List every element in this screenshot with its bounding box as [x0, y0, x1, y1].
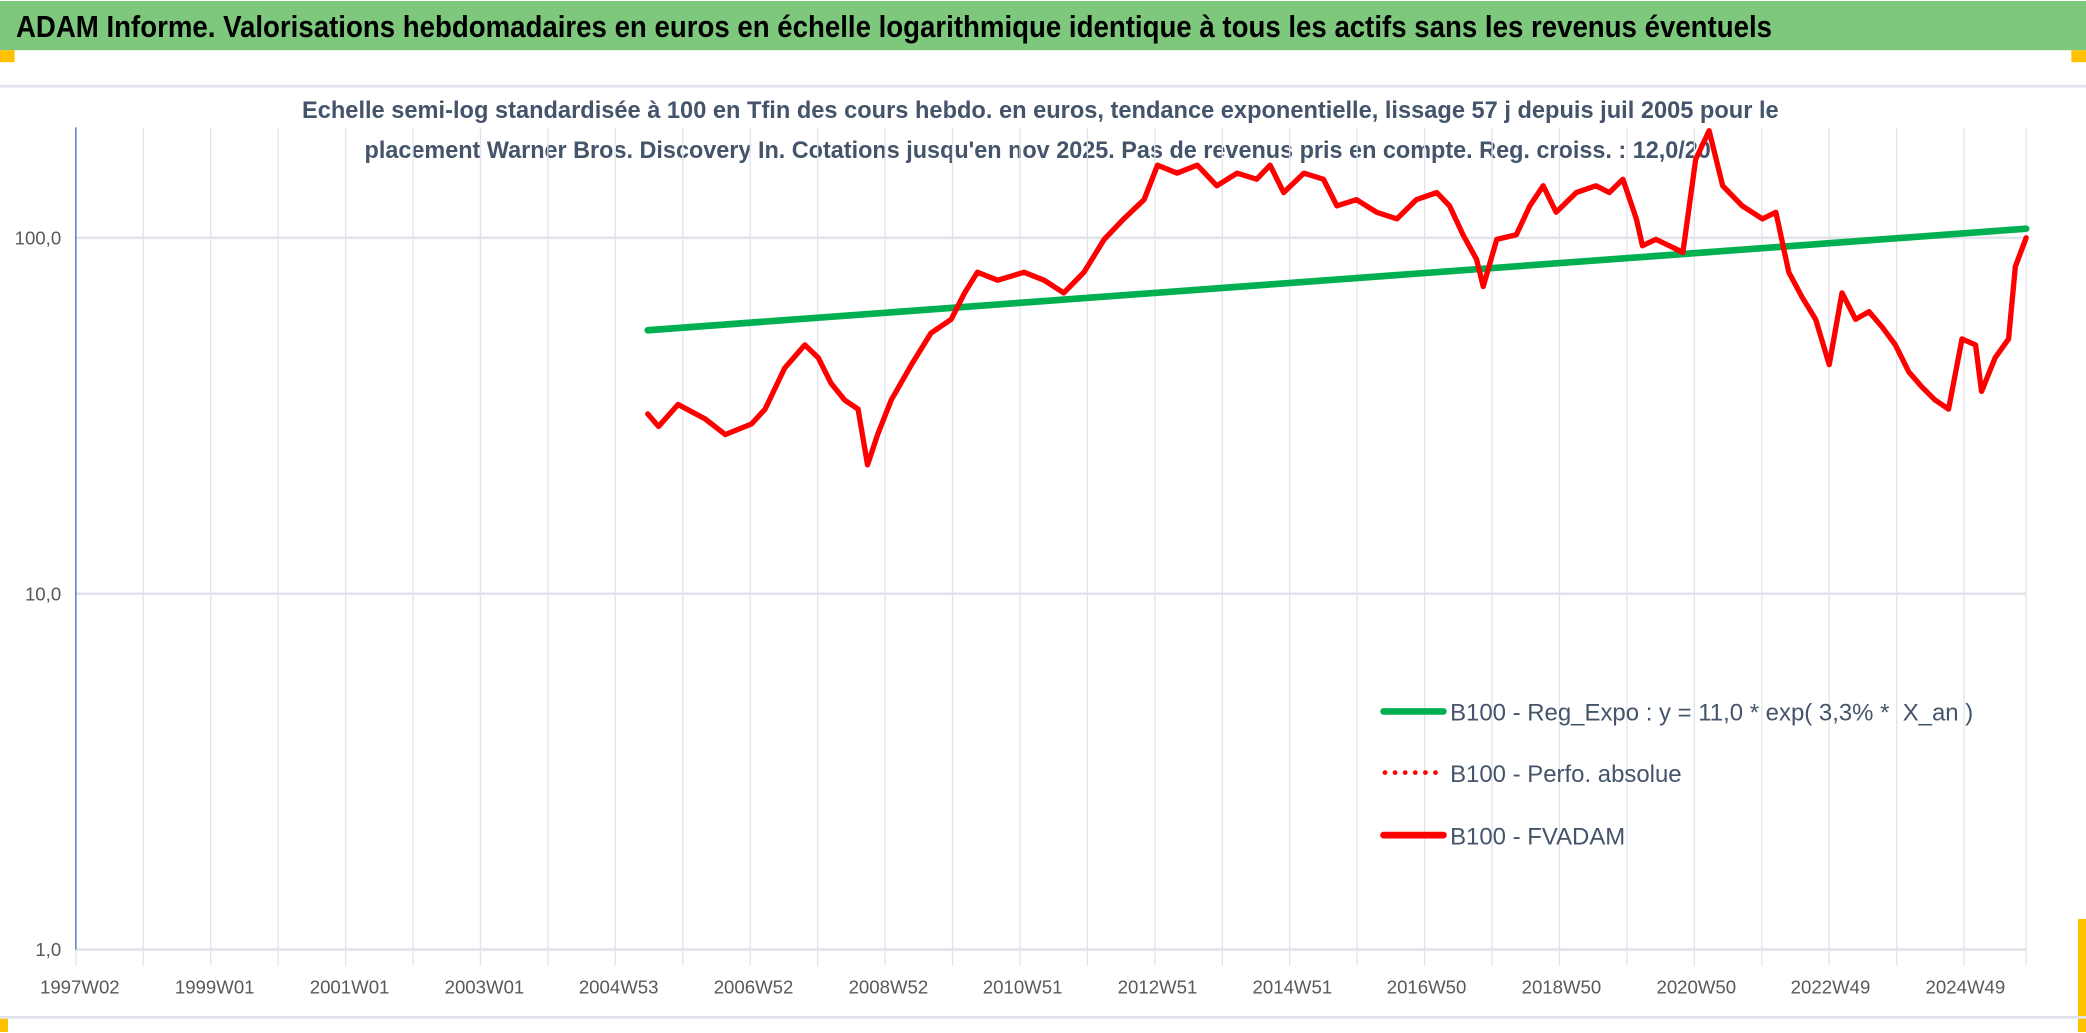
x-axis-ticks: 1997W02 1999W01 2001W01 2003W01 2004W53 2006W…: [40, 976, 2005, 997]
corner-marker-top-left: [0, 50, 15, 63]
corner-marker-bottom-right: [2078, 918, 2086, 1033]
y-axis-ticks: 1,0 10,0 100,0: [15, 227, 62, 960]
x-tick-label: 2014W51: [1253, 976, 1333, 997]
chart-title-line-1: Echelle semi-log standardisée à 100 en T…: [302, 97, 1779, 124]
header-title: ADAM Informe. Valorisations hebdomadaire…: [16, 10, 1772, 44]
x-tick-label: 2012W51: [1118, 976, 1198, 997]
x-tick-label: 2024W49: [1926, 976, 2006, 997]
corner-marker-bottom-left: [0, 1018, 8, 1033]
series-lines: [644, 128, 2030, 468]
x-tick-label: 2006W52: [714, 976, 794, 997]
x-tick-label: 2022W49: [1791, 976, 1871, 997]
chart-title-line-2: placement Warner Bros. Discovery In. Cot…: [365, 137, 1711, 164]
trend-line: [644, 225, 2030, 334]
fvadam-line: [645, 128, 2029, 468]
x-tick-label: 2010W51: [983, 976, 1063, 997]
corner-marker-top-right: [2071, 50, 2086, 63]
legend-label-trend: B100 - Reg_Expo : y = 11,0 * exp( 3,3% *…: [1450, 700, 1973, 727]
y-tick-label: 1,0: [35, 939, 61, 960]
y-tick-label: 10,0: [25, 583, 61, 604]
x-tick-label: 1997W02: [40, 976, 120, 997]
x-tick-label: 2004W53: [579, 976, 659, 997]
legend-label-perfo: B100 - Perfo. absolue: [1450, 761, 1682, 788]
x-tick-label: 2001W01: [310, 976, 390, 997]
x-tick-label: 2016W50: [1387, 976, 1467, 997]
y-tick-label: 100,0: [15, 227, 62, 248]
x-tick-label: 1999W01: [175, 976, 255, 997]
legend: B100 - Reg_Expo : y = 11,0 * exp( 3,3% *…: [1380, 700, 1973, 850]
legend-label-fvadam: B100 - FVADAM: [1450, 823, 1625, 850]
header-bar: [0, 0, 2086, 51]
x-tick-label: 2008W52: [849, 976, 929, 997]
x-tick-label: 2018W50: [1522, 976, 1602, 997]
x-tick-label: 2020W50: [1656, 976, 1736, 997]
x-tick-label: 2003W01: [445, 976, 525, 997]
